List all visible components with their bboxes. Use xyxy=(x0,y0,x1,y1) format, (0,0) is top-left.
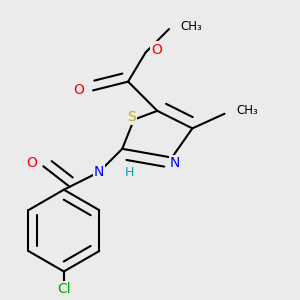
Text: Cl: Cl xyxy=(57,282,71,296)
Text: O: O xyxy=(74,83,84,98)
Text: CH₃: CH₃ xyxy=(236,104,258,117)
Text: CH₃: CH₃ xyxy=(181,20,202,33)
Text: N: N xyxy=(94,165,104,179)
Text: O: O xyxy=(27,156,38,170)
Text: H: H xyxy=(125,166,134,179)
Text: O: O xyxy=(152,43,162,56)
Text: S: S xyxy=(127,110,135,124)
Text: N: N xyxy=(169,156,180,170)
